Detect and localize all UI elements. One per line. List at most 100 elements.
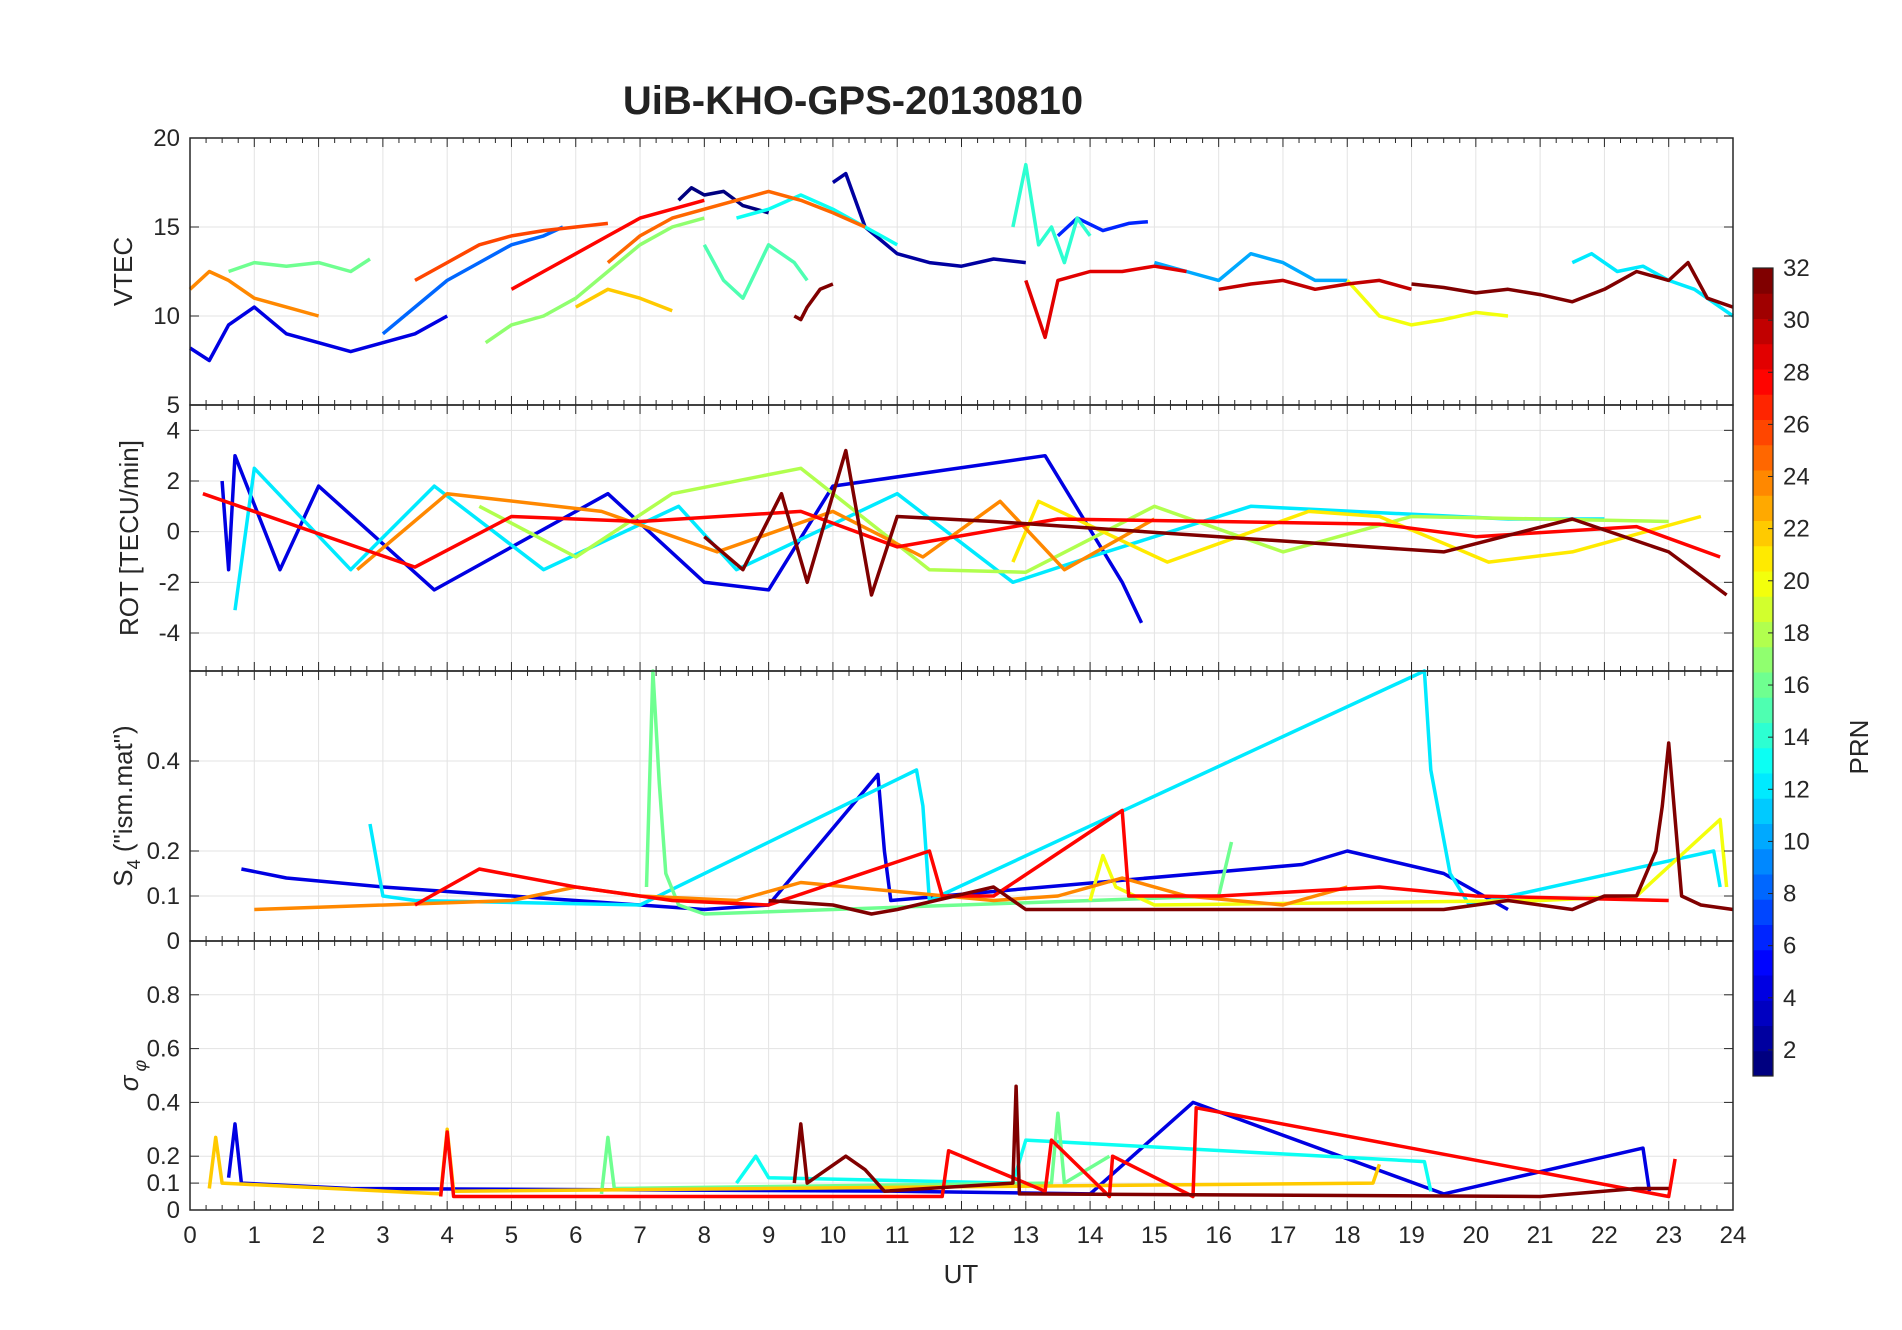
sigma-phi-ticks: 00.10.2 0.4 0.6 0.8: [147, 941, 1734, 1224]
x-axis-label: UT: [944, 1259, 979, 1289]
rot-ytick-label: -4: [159, 620, 180, 647]
x-tick-label: 6: [569, 1222, 582, 1249]
colorbar-segment: [1753, 697, 1773, 723]
x-tick-label: 7: [633, 1222, 646, 1249]
x-tick-label: 12: [948, 1222, 975, 1249]
vtec-ytick-label: 5: [167, 392, 180, 419]
colorbar-segment: [1753, 444, 1773, 471]
s4-ylabel: S4 ("ism.mat"): [108, 725, 144, 886]
vtec-trace-prn-24: [188, 269, 320, 318]
colorbar-tick-label: 14: [1783, 724, 1810, 751]
colorbar-segment: [1753, 419, 1773, 446]
sigma-phi-ylabel-subscript: φ: [130, 1060, 150, 1072]
colorbar-segment: [1753, 823, 1773, 850]
x-tick-label: 20: [1462, 1222, 1489, 1249]
colorbar-segment: [1753, 571, 1773, 597]
vtec-grid: [189, 137, 1734, 406]
colorbar-segment: [1753, 949, 1773, 976]
colorbar-segment: [1753, 369, 1773, 395]
s4-trace-prn-20: [1088, 817, 1729, 907]
vtec-trace-prn-2: [831, 171, 1026, 268]
colorbar-segment: [1753, 293, 1773, 319]
s4-ytick-label: 0.1: [147, 883, 180, 910]
rot-trace-prn-21: [1011, 499, 1702, 564]
rot-ylabel: ROT [TECU/min]: [114, 440, 144, 636]
s4-trace-prn-16: [644, 669, 1234, 916]
sigma_phi-trace-prn-32: [792, 1084, 1669, 1199]
colorbar-tick-label: 20: [1783, 568, 1810, 595]
x-tick-label: 23: [1655, 1222, 1682, 1249]
vtec-trace-prn-25: [606, 189, 866, 264]
vtec-ylabel: VTEC: [108, 237, 138, 306]
sigma_phi-ytick-label: 0.4: [147, 1089, 180, 1116]
vtec-trace-prn-4: [189, 305, 449, 363]
sigma-phi-grid: [189, 941, 1734, 1211]
x-axis-tick-labels: 0 1 2 3 4 5 6 7 8 9 10 11 12 13 14 15 16 17 18 19 20 21 22 23 24: [183, 1222, 1746, 1249]
colorbar-segment: [1753, 1000, 1773, 1026]
colorbar-tick-label: 8: [1783, 881, 1796, 908]
vtec-trace-prn-29: [1024, 264, 1187, 340]
s4-ylabel-main: S: [108, 869, 138, 886]
rot-trace-prn-28: [202, 492, 1721, 569]
x-tick-label: 0: [183, 1222, 196, 1249]
colorbar-segment: [1753, 747, 1773, 774]
vtec-trace-prn-13: [736, 193, 899, 247]
rot-traces: [202, 448, 1728, 624]
sigma_phi-ytick-label: 0.2: [147, 1143, 180, 1170]
vtec-ytick-label: 15: [153, 214, 180, 241]
s4-ytick-label: 0: [167, 928, 180, 955]
rot-trace-prn-32: [703, 448, 1728, 597]
vtec-panel: 5 10 15 20 VTEC: [108, 125, 1734, 419]
colorbar-tick-label: 24: [1783, 464, 1810, 491]
rot-trace-prn-18: [478, 466, 1669, 574]
sigma-phi-ylabel: σφ: [114, 1060, 150, 1092]
colorbar-tick-label: 30: [1783, 307, 1810, 334]
colorbar-segment: [1753, 798, 1773, 824]
x-tick-label: 18: [1334, 1222, 1361, 1249]
colorbar-segment: [1753, 621, 1773, 648]
x-tick-label: 14: [1077, 1222, 1104, 1249]
colorbar-segment: [1753, 545, 1773, 572]
colorbar-tick-label: 16: [1783, 672, 1810, 699]
sigma_phi-trace-prn-28: [438, 1106, 1677, 1199]
rot-trace-prn-24: [356, 491, 1156, 572]
x-tick-label: 5: [505, 1222, 518, 1249]
x-tick-label: 17: [1270, 1222, 1297, 1249]
vtec-trace-prn-20: [1346, 279, 1509, 327]
s4-trace-prn-12: [368, 669, 1722, 907]
vtec-trace-prn-1: [677, 186, 770, 215]
rot-panel: -4 -2 0 2 4 ROT [TECU/min]: [114, 404, 1734, 672]
rot-trace-prn-4: [220, 453, 1144, 624]
colorbar-tick-label: 4: [1783, 985, 1796, 1012]
vtec-trace-prn-17: [484, 216, 705, 345]
vtec-ticks: 5 10 15 20: [153, 125, 1734, 419]
x-tick-label: 16: [1205, 1222, 1232, 1249]
colorbar-segment: [1753, 318, 1773, 345]
colorbar-segment: [1753, 495, 1773, 521]
colorbar-segment: [1753, 975, 1773, 1001]
s4-panel: 0 0.1 0.2 0.4 S4 ("ism.mat"): [108, 669, 1734, 955]
x-tick-label: 19: [1398, 1222, 1425, 1249]
rot-ytick-label: 4: [167, 417, 180, 444]
vtec-trace-prn-30: [1218, 278, 1412, 292]
colorbar-segment: [1753, 672, 1773, 698]
x-tick-label: 8: [698, 1222, 711, 1249]
vtec-trace-prn-32: [1411, 260, 1734, 309]
sigma_phi-ytick-label: 0.8: [147, 982, 180, 1009]
x-tick-label: 22: [1591, 1222, 1618, 1249]
vtec-trace-prn-8: [381, 225, 564, 336]
sigma_phi-trace-prn-16: [599, 1111, 1111, 1195]
rot-ytick-label: 2: [167, 468, 180, 495]
colorbar-tick-label: 12: [1783, 776, 1810, 803]
x-tick-label: 4: [440, 1222, 453, 1249]
colorbar-tick-label: 6: [1783, 933, 1796, 960]
x-tick-label: 11: [885, 1222, 910, 1249]
s4-ylabel-rest: ("ism.mat"): [108, 725, 138, 859]
s4-ytick-label: 0.4: [147, 748, 180, 775]
vtec-trace-prn-14: [1011, 162, 1092, 265]
vtec-trace-prn-6: [1056, 216, 1149, 238]
rot-ytick-label: 0: [167, 519, 180, 546]
colorbar-frame: [1752, 267, 1774, 1077]
vtec-ytick-label: 10: [153, 303, 180, 330]
